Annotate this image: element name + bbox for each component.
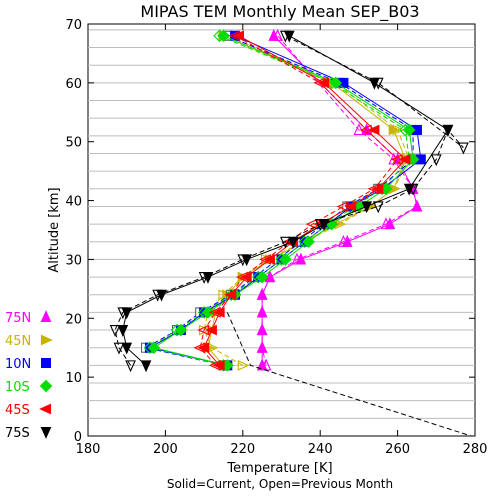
data-point-current xyxy=(295,252,307,265)
data-point-current xyxy=(344,201,357,212)
data-point-current xyxy=(256,323,268,336)
data-point-current xyxy=(403,183,415,196)
legend-marker-45s xyxy=(39,403,52,415)
legend-label-45n: 45N xyxy=(5,334,31,349)
data-point-current xyxy=(367,124,380,136)
series-line-extension xyxy=(226,312,472,437)
data-point-current xyxy=(121,307,133,320)
data-point-current xyxy=(255,270,269,284)
data-point-current xyxy=(329,76,342,90)
y-axis-label: Altitude [km] xyxy=(47,187,62,272)
data-point-current xyxy=(202,272,214,284)
data-point-current xyxy=(318,219,330,231)
data-point-current xyxy=(279,253,292,266)
legend-marker-75s xyxy=(40,426,52,439)
data-point-current xyxy=(256,340,268,353)
legend: 75N 45N 10N 10S 45S 75S xyxy=(5,310,53,441)
legend-label-45s: 45S xyxy=(5,403,30,418)
data-point-previous xyxy=(109,325,121,337)
series-75s xyxy=(109,30,469,373)
data-point-current xyxy=(239,271,252,283)
x-tick-label: 220 xyxy=(230,442,255,457)
y-tick-label: 60 xyxy=(65,77,82,92)
y-tick-label: 30 xyxy=(65,253,82,268)
data-point-current xyxy=(302,235,315,249)
data-point-current xyxy=(283,30,295,43)
data-point-previous xyxy=(458,142,469,155)
legend-marker-75n xyxy=(40,310,52,323)
series-layer xyxy=(109,28,472,437)
data-point-current xyxy=(197,342,210,354)
y-tick-label: 0 xyxy=(74,430,82,445)
x-tick-label: 260 xyxy=(385,442,410,457)
y-tick-label: 20 xyxy=(65,312,82,327)
data-point-current xyxy=(121,342,133,355)
data-point-current xyxy=(204,324,217,336)
data-point-current xyxy=(317,77,330,89)
x-axis-label: Temperature [K] xyxy=(226,461,332,476)
data-point-current xyxy=(411,199,423,212)
data-point-current xyxy=(224,289,237,301)
data-point-current xyxy=(256,358,268,371)
data-point-current xyxy=(402,123,416,137)
data-point-current xyxy=(256,305,268,318)
data-point-current xyxy=(212,360,225,371)
data-point-current xyxy=(369,77,380,90)
series-line-previous xyxy=(199,35,399,366)
legend-label-75n: 75N xyxy=(5,311,31,326)
data-point-current xyxy=(287,236,299,249)
data-point-current xyxy=(256,287,268,300)
data-point-current xyxy=(147,341,161,354)
data-point-current xyxy=(263,254,275,265)
data-point-current xyxy=(384,217,396,230)
y-tick-label: 70 xyxy=(65,18,82,33)
x-tick-label: 200 xyxy=(153,442,178,457)
data-point-previous xyxy=(237,360,250,371)
axes: 180 200 220 240 260 280 0 10 20 30 40 50 60 70 xyxy=(65,18,487,457)
plot-frame xyxy=(87,23,476,437)
legend-label-75s: 75S xyxy=(5,426,30,441)
legend-marker-10n xyxy=(41,358,51,368)
data-point-current xyxy=(388,124,401,136)
x-tick-label: 240 xyxy=(308,442,333,457)
data-point-current xyxy=(156,289,167,302)
data-point-current xyxy=(341,234,353,247)
data-point-current xyxy=(232,30,244,42)
legend-label-10n: 10N xyxy=(5,357,31,372)
x-tick-label: 180 xyxy=(76,442,101,457)
data-point-current xyxy=(442,124,454,137)
legend-marker-45n xyxy=(40,334,53,346)
data-point-previous xyxy=(125,360,136,373)
y-tick-label: 50 xyxy=(65,136,82,151)
data-point-previous xyxy=(280,236,291,249)
series-line-previous xyxy=(114,35,464,366)
data-point-current xyxy=(398,154,411,165)
series-line-previous xyxy=(261,35,418,366)
y-tick-label: 10 xyxy=(65,371,82,386)
data-point-current xyxy=(371,183,384,195)
data-point-current xyxy=(174,323,188,337)
subtitle: Solid=Current, Open=Previous Month xyxy=(167,477,393,491)
data-point-current xyxy=(241,254,253,267)
data-point-current xyxy=(117,325,129,337)
data-point-current xyxy=(140,360,152,373)
data-point-previous xyxy=(113,342,125,355)
x-tick-label: 280 xyxy=(463,442,488,457)
data-point-current xyxy=(361,201,372,214)
legend-label-10s: 10S xyxy=(5,380,30,395)
data-point-current xyxy=(217,29,230,43)
legend-marker-10s xyxy=(39,379,53,393)
series-line-previous xyxy=(148,35,410,366)
data-point-previous xyxy=(430,154,442,167)
data-point-current xyxy=(201,306,215,319)
data-point-current xyxy=(212,307,225,318)
chart-title: MIPAS TEM Monthly Mean SEP_B03 xyxy=(140,2,419,22)
y-tick-label: 40 xyxy=(65,195,82,210)
data-point-current xyxy=(268,28,280,41)
